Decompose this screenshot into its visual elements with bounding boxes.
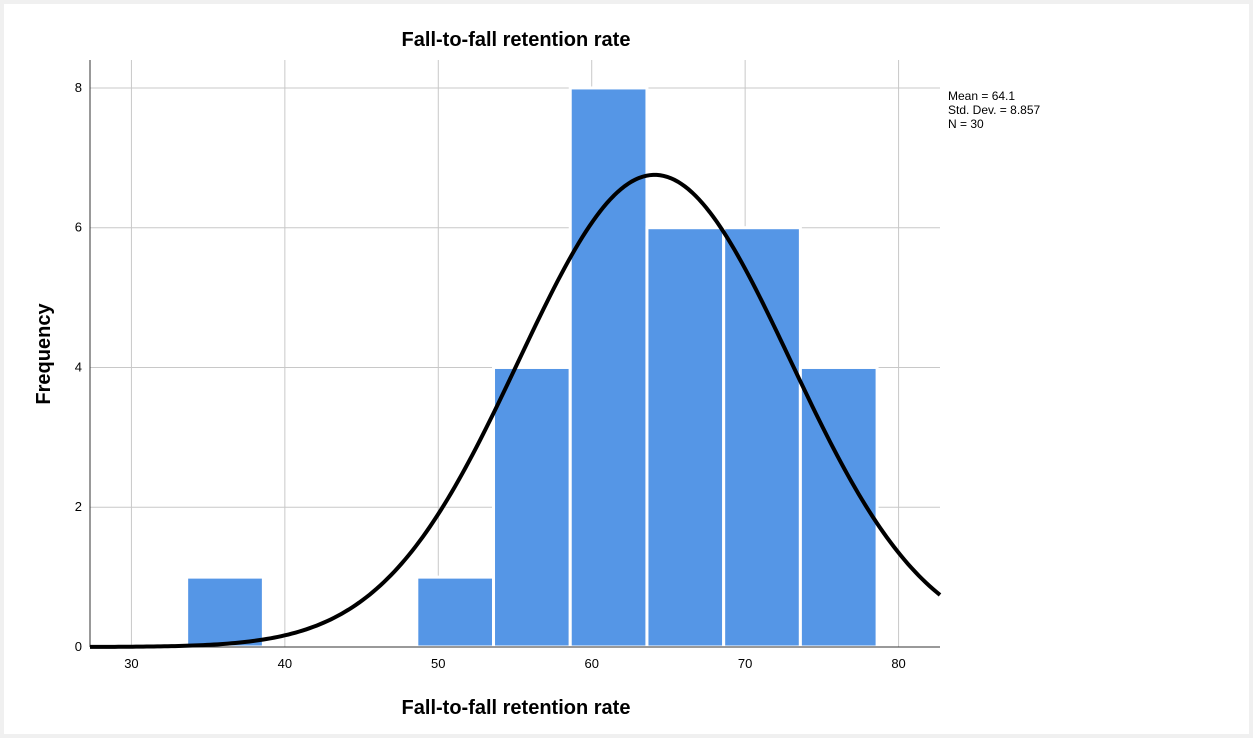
normal-curve <box>89 172 942 649</box>
x-tick-label: 50 <box>431 656 445 671</box>
axes <box>89 60 940 648</box>
chart-canvas: Fall-to-fall retention rate 30 40 50 60 70 80… <box>4 4 1249 734</box>
stats-std-dev: Std. Dev. = 8.857 <box>948 103 1040 117</box>
histogram-chart: Fall-to-fall retention rate 30 40 50 60 70 80… <box>33 29 1040 719</box>
stats-n: N = 30 <box>948 117 984 131</box>
histogram-bar <box>492 365 572 649</box>
y-tick-label: 4 <box>75 359 82 374</box>
x-tick-label: 80 <box>891 656 905 671</box>
stats-mean: Mean = 64.1 <box>948 89 1015 103</box>
y-tick-label: 6 <box>75 220 82 235</box>
y-tick-label: 8 <box>75 80 82 95</box>
x-axis-title: Fall-to-fall retention rate <box>402 697 631 719</box>
y-axis-title: Frequency <box>33 303 55 405</box>
histogram-bar <box>798 365 879 649</box>
x-tick-label: 70 <box>738 656 752 671</box>
histogram-bar <box>568 86 649 649</box>
histogram-bar <box>645 226 726 649</box>
x-tick-labels: 30 40 50 60 70 80 <box>124 656 906 671</box>
chart-title: Fall-to-fall retention rate <box>402 29 631 51</box>
y-tick-label: 0 <box>75 639 82 654</box>
histogram-bar <box>185 575 265 649</box>
y-tick-label: 2 <box>75 499 82 514</box>
x-tick-label: 40 <box>278 656 292 671</box>
histogram-bar <box>722 226 802 649</box>
histogram-bar <box>415 575 496 649</box>
stats-box: Mean = 64.1 Std. Dev. = 8.857 N = 30 <box>948 89 1040 131</box>
x-tick-label: 60 <box>584 656 598 671</box>
y-tick-labels: 0 2 4 6 8 <box>75 80 82 654</box>
x-tick-label: 30 <box>124 656 138 671</box>
